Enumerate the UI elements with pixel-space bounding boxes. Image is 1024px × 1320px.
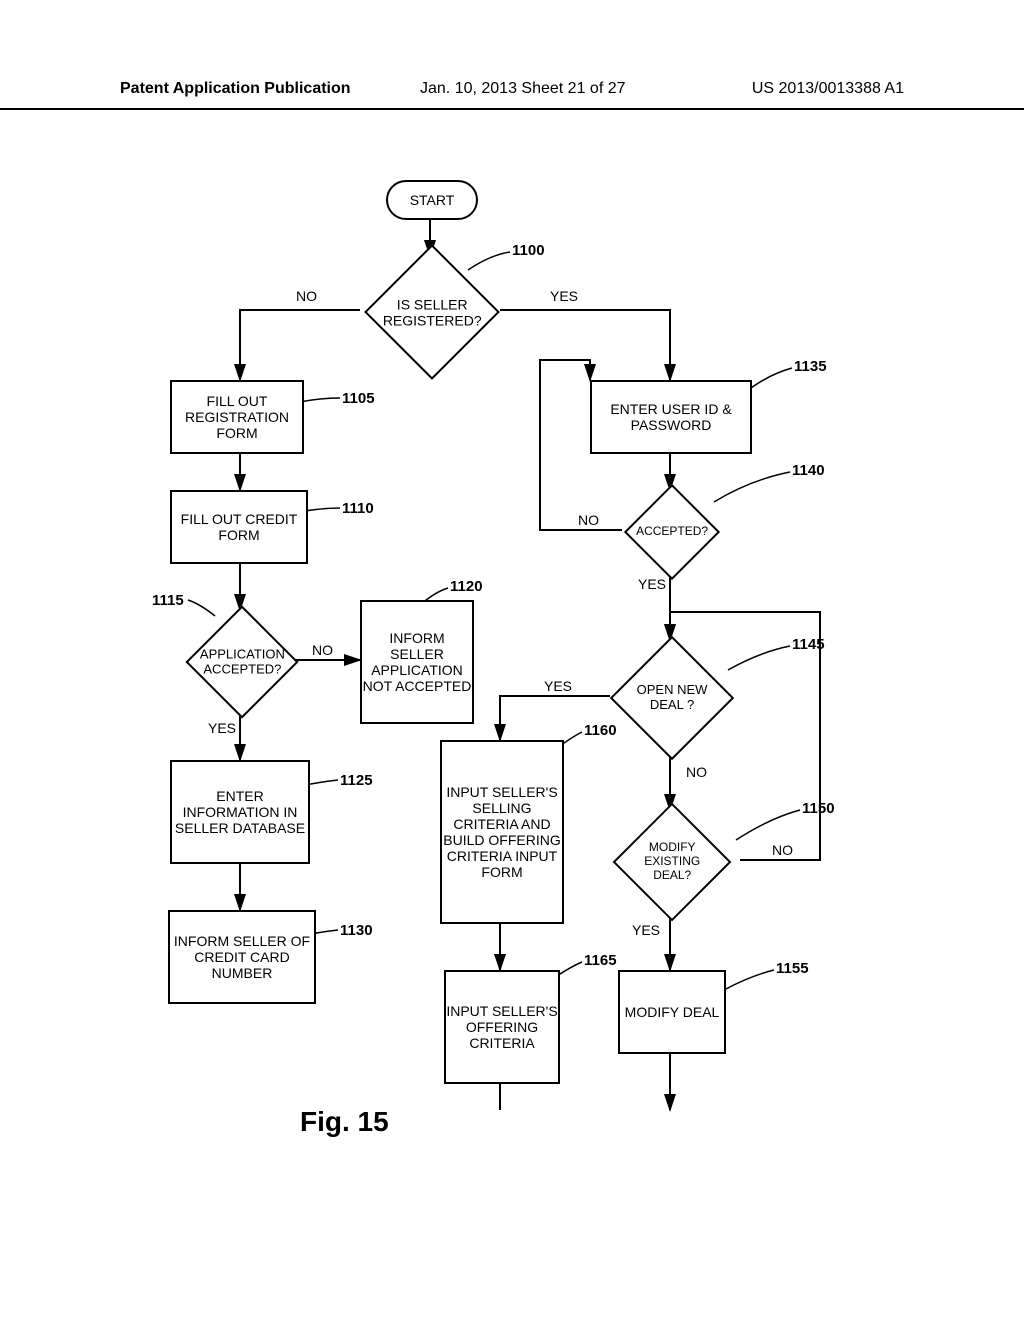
- figure-title: Fig. 15: [300, 1106, 389, 1138]
- edge-1140-no: NO: [578, 512, 599, 528]
- node-1130-label: INFORM SELLER OF CREDIT CARD NUMBER: [170, 933, 314, 981]
- ref-1105: 1105: [342, 390, 375, 407]
- node-start: START: [386, 180, 478, 220]
- node-1115: APPLICATION ACCEPTED?: [185, 605, 298, 718]
- ref-1150: 1150: [802, 800, 835, 817]
- page-header: Patent Application Publication Jan. 10, …: [0, 80, 1024, 110]
- ref-1110: 1110: [342, 500, 374, 517]
- node-1115-label: APPLICATION ACCEPTED?: [199, 647, 284, 677]
- page: Patent Application Publication Jan. 10, …: [0, 0, 1024, 1320]
- node-1125-label: ENTER INFORMATION IN SELLER DATABASE: [172, 788, 308, 836]
- node-1140-label: ACCEPTED?: [636, 525, 708, 539]
- edge-1150-no: NO: [772, 842, 793, 858]
- header-mid: Jan. 10, 2013 Sheet 21 of 27: [420, 80, 626, 98]
- node-1165: INPUT SELLER'S OFFERING CRITERIA: [444, 970, 560, 1084]
- node-1135: ENTER USER ID & PASSWORD: [590, 380, 752, 454]
- ref-1115: 1115: [152, 592, 184, 609]
- node-1135-label: ENTER USER ID & PASSWORD: [592, 401, 750, 433]
- header-right: US 2013/0013388 A1: [752, 80, 904, 98]
- node-1130: INFORM SELLER OF CREDIT CARD NUMBER: [168, 910, 316, 1004]
- node-1150-label: MODIFY EXISTING DEAL?: [632, 841, 712, 882]
- node-1120-label: INFORM SELLER APPLICATION NOT ACCEPTED: [362, 630, 472, 694]
- node-1160-label: INPUT SELLER'S SELLING CRITERIA AND BUIL…: [442, 784, 562, 881]
- edge-1145-no: NO: [686, 764, 707, 780]
- node-1145-label: OPEN NEW DEAL ?: [630, 683, 714, 713]
- edge-1145-yes: YES: [544, 678, 572, 694]
- node-1160: INPUT SELLER'S SELLING CRITERIA AND BUIL…: [440, 740, 564, 924]
- edge-1100-no: NO: [296, 288, 317, 304]
- node-1155-label: MODIFY DEAL: [625, 1004, 720, 1020]
- ref-1145: 1145: [792, 636, 825, 653]
- node-1110: FILL OUT CREDIT FORM: [170, 490, 308, 564]
- ref-1100: 1100: [512, 242, 545, 259]
- node-1155: MODIFY DEAL: [618, 970, 726, 1054]
- edge-1115-no: NO: [312, 642, 333, 658]
- node-1100: IS SELLER REGISTERED?: [364, 244, 500, 380]
- node-1145: OPEN NEW DEAL ?: [610, 636, 734, 760]
- edge-1100-yes: YES: [550, 288, 578, 304]
- ref-1120: 1120: [450, 578, 483, 595]
- header-left: Patent Application Publication: [120, 80, 351, 98]
- flowchart: START IS SELLER REGISTERED? FILL OUT REG…: [0, 140, 1024, 1240]
- edge-1115-yes: YES: [208, 720, 236, 736]
- node-1105-label: FILL OUT REGISTRATION FORM: [172, 393, 302, 441]
- node-1150: MODIFY EXISTING DEAL?: [613, 803, 732, 922]
- ref-1125: 1125: [340, 772, 373, 789]
- ref-1135: 1135: [794, 358, 827, 375]
- node-1100-label: IS SELLER REGISTERED?: [383, 296, 482, 328]
- ref-1140: 1140: [792, 462, 825, 479]
- node-1125: ENTER INFORMATION IN SELLER DATABASE: [170, 760, 310, 864]
- ref-1160: 1160: [584, 722, 617, 739]
- node-1165-label: INPUT SELLER'S OFFERING CRITERIA: [446, 1003, 558, 1051]
- ref-1130: 1130: [340, 922, 373, 939]
- node-1120: INFORM SELLER APPLICATION NOT ACCEPTED: [360, 600, 474, 724]
- ref-1155: 1155: [776, 960, 809, 977]
- node-1140: ACCEPTED?: [624, 484, 720, 580]
- node-1110-label: FILL OUT CREDIT FORM: [172, 511, 306, 543]
- ref-1165: 1165: [584, 952, 617, 969]
- edge-1140-yes: YES: [638, 576, 666, 592]
- start-label: START: [410, 192, 455, 208]
- edge-1150-yes: YES: [632, 922, 660, 938]
- node-1105: FILL OUT REGISTRATION FORM: [170, 380, 304, 454]
